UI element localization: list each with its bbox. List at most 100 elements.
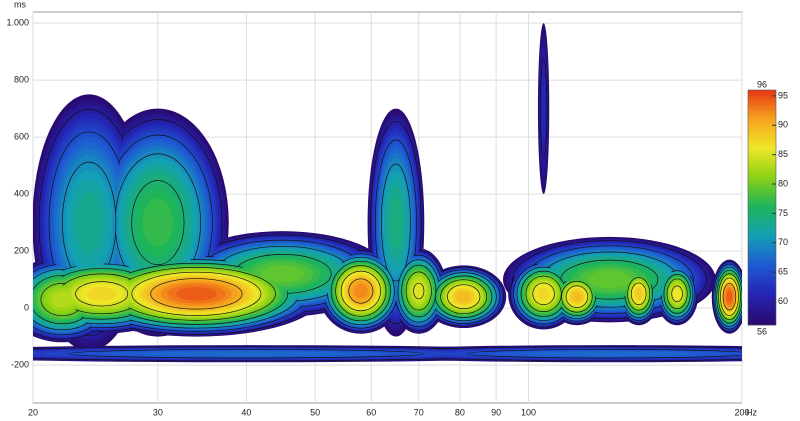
colorbar-cell [748,198,776,202]
x-tick-label: 60 [366,407,376,417]
colorbar-tick-label: 85 [778,149,788,159]
colorbar-cell [748,134,776,138]
colorbar-cell [748,222,776,226]
colorbar-cell [748,128,776,132]
level-ring [537,287,550,301]
level-ring [572,291,582,302]
colorbar-cell [748,322,776,326]
colorbar-cell [748,160,776,164]
colorbar-cell [748,242,776,246]
y-tick-label: 800 [14,74,29,84]
colorbar-cell [748,192,776,197]
level-ring [527,351,692,357]
colorbar-frame [747,89,777,326]
colorbar-cell [748,280,776,285]
colorbar-cell [748,90,776,94]
colorbar-cell [748,295,776,299]
colorbar-cell [748,228,776,232]
x-tick-label: 70 [414,407,424,417]
level-ring [726,290,733,303]
colorbar-tick-label: 60 [778,296,788,306]
colorbar-tick-label: 65 [778,267,788,277]
colorbar-cell [748,304,776,308]
colorbar-cell [748,148,776,152]
colorbar-cell [748,263,776,267]
x-tick-label: 50 [310,407,320,417]
colorbar-cell [748,272,776,276]
x-tick-label: 40 [241,407,251,417]
colorbar-cell [748,283,776,288]
colorbar-cell [748,266,776,270]
colorbar-cell [748,95,776,100]
level-ring [51,291,74,308]
colorbar-cell [748,289,776,293]
x-tick-label: 20 [28,407,38,417]
colorbar-cell [748,201,776,205]
colorbar-cell [748,131,776,135]
x-tick-label: 80 [455,407,465,417]
level-ring [144,351,349,357]
y-tick-label: 600 [14,131,29,141]
colorbar-cell [748,101,776,105]
colorbar-min: 56 [757,326,767,336]
level-ring [142,198,173,247]
colorbar-cell [748,178,776,182]
colorbar-cell [748,310,776,314]
y-unit: ms [14,0,26,9]
colorbar-cell [748,216,776,220]
colorbar-cell [748,137,776,141]
colorbar-cell [748,245,776,249]
colorbar-cell [748,231,776,235]
colorbar-cell [748,181,776,185]
axes: 20 30 40 50 60 70 80 90 100 200Hz-200020040060080… [6,17,757,417]
colorbar-cell [748,204,776,208]
level-ring [456,291,471,303]
level-ring [673,288,681,300]
colorbar-tick-label: 75 [778,208,788,218]
colorbar-cell [748,175,776,179]
colorbar-cell [748,319,776,323]
colorbar-cell [748,195,776,199]
colorbar-cell [748,110,776,114]
level-ring [635,288,643,300]
colorbar-tick-label: 80 [778,178,788,188]
colorbar-cell [748,104,776,108]
y-tick-label: 1.000 [6,17,29,27]
colorbar-cell [748,286,776,291]
y-tick-label: -200 [11,359,29,369]
colorbar-cell [748,186,776,191]
colorbar-cell [748,154,776,158]
colorbar-cell [748,98,776,103]
colorbar-cell [748,248,776,252]
colorbar-cell [748,184,776,188]
colorbar-cell [748,254,776,258]
colorbar-cell [748,189,776,194]
y-tick-label: 400 [14,188,29,198]
colorbar-cell [748,125,776,129]
colorbar-max: 96 [757,79,767,89]
colorbar-cell [748,225,776,229]
colorbar-cell [748,207,776,211]
colorbar-cell [748,236,776,241]
colorbar-tick-label: 90 [778,120,788,130]
colorbar-cell [748,213,776,217]
colorbar-cell [748,169,776,173]
colorbar-cell [748,251,776,255]
colorbar-cell [748,210,776,214]
level-ring [86,286,117,301]
colorbar-cell [748,107,776,111]
level-ring [587,270,632,289]
colorbar-cell [748,278,776,282]
x-tick-label: 90 [491,407,501,417]
colorbar-cell [748,257,776,261]
x-tick-label: 30 [153,407,163,417]
colorbar-cell [748,166,776,170]
colorbar-cell [748,172,776,176]
colorbar-tick-label: 70 [778,237,788,247]
colorbar-cell [748,292,776,296]
level-ring [413,282,425,300]
colorbar-cell [748,269,776,273]
level-ring [389,196,403,249]
level-ring [260,265,305,283]
